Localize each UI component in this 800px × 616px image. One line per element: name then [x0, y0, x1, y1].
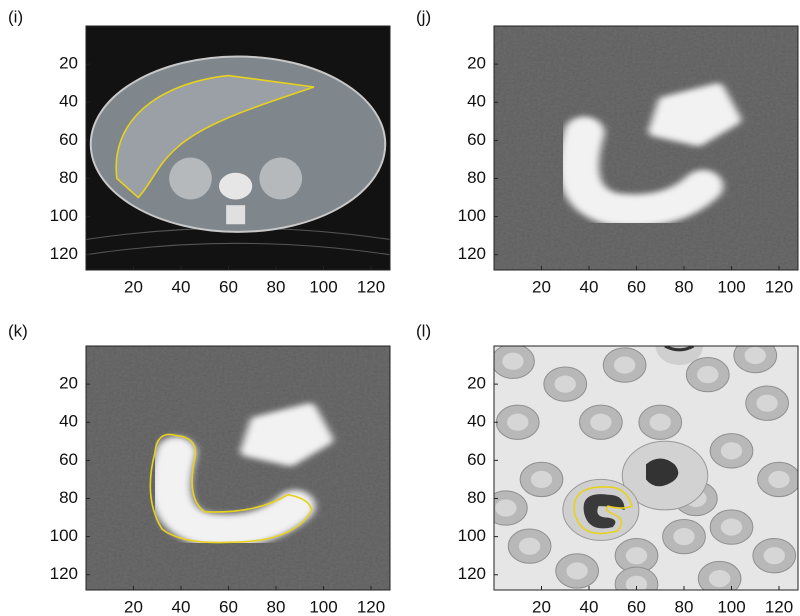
- image: [485, 327, 800, 602]
- image-shape: [673, 528, 694, 545]
- y-tick-label: 20: [59, 54, 78, 73]
- image: [86, 26, 390, 270]
- image-shape: [519, 538, 540, 555]
- image-shape: [721, 442, 742, 459]
- x-tick-label: 80: [675, 597, 694, 616]
- image-shape: [756, 395, 777, 412]
- panel: (l) 20 40 60 80 100 120 20 40 60 80 100 120: [416, 321, 800, 616]
- y-tick-label: 100: [458, 206, 486, 225]
- x-tick-label: 80: [267, 597, 286, 616]
- x-tick-label: 120: [765, 597, 793, 616]
- image-shape: [764, 547, 785, 564]
- x-tick-label: 60: [219, 277, 238, 296]
- x-tick-label: 40: [580, 277, 599, 296]
- y-tick-label: 120: [50, 564, 78, 583]
- y-tick-label: 120: [458, 564, 486, 583]
- y-tick-label: 40: [59, 412, 78, 431]
- y-tick-label: 40: [467, 92, 486, 111]
- image-shape: [566, 562, 587, 579]
- panel-label: (j): [416, 7, 431, 26]
- image-shape: [697, 366, 718, 383]
- panel: (k) 20 40 60 80 100 120 20 40 60 80 100 120: [8, 321, 390, 616]
- y-tick-label: 20: [59, 374, 78, 393]
- x-tick-label: 40: [580, 597, 599, 616]
- y-tick-label: 40: [467, 412, 486, 431]
- image-shape: [219, 173, 252, 200]
- x-tick-label: 100: [309, 277, 337, 296]
- image-shape: [507, 414, 528, 431]
- y-tick-label: 100: [50, 526, 78, 545]
- y-tick-label: 120: [458, 244, 486, 263]
- panel-label: (i): [8, 7, 23, 26]
- x-tick-label: 20: [124, 597, 143, 616]
- image-content: [485, 327, 800, 602]
- image-shape: [768, 471, 789, 488]
- image-shape: [626, 547, 647, 564]
- y-tick-label: 20: [467, 374, 486, 393]
- y-tick-label: 120: [50, 244, 78, 263]
- x-tick-label: 120: [765, 277, 793, 296]
- panel-label: (l): [416, 321, 431, 340]
- image-shape: [226, 205, 245, 224]
- image-content: [86, 26, 390, 270]
- x-tick-label: 40: [172, 277, 191, 296]
- y-tick-label: 80: [59, 488, 78, 507]
- image-shape: [656, 89, 734, 140]
- x-tick-label: 60: [627, 277, 646, 296]
- figure: (i) 20 40 60 80 100 120 20 40 60 80 100 120 (j) 20 40…: [0, 0, 800, 616]
- x-tick-label: 100: [717, 277, 745, 296]
- image-shape: [259, 158, 302, 200]
- x-tick-label: 100: [309, 597, 337, 616]
- image-shape: [494, 26, 798, 270]
- y-tick-label: 80: [467, 168, 486, 187]
- image-shape: [248, 409, 326, 460]
- panel-label: (k): [8, 321, 28, 340]
- image-content: [86, 346, 390, 590]
- panel: (i) 20 40 60 80 100 120 20 40 60 80 100 120: [8, 7, 390, 296]
- y-tick-label: 40: [59, 92, 78, 111]
- image-shape: [555, 376, 576, 393]
- image-shape: [721, 519, 742, 536]
- image: [86, 346, 390, 590]
- x-tick-label: 20: [532, 277, 551, 296]
- image-shape: [495, 499, 516, 516]
- image-shape: [531, 471, 552, 488]
- image-shape: [590, 414, 611, 431]
- image: [494, 26, 798, 270]
- x-tick-label: 20: [124, 277, 143, 296]
- x-tick-label: 20: [532, 597, 551, 616]
- y-tick-label: 100: [50, 206, 78, 225]
- panel: (j) 20 40 60 80 100 120 20 40 60 80 100 120: [416, 7, 798, 296]
- x-tick-label: 80: [267, 277, 286, 296]
- image-shape: [502, 353, 523, 370]
- x-tick-label: 120: [357, 277, 385, 296]
- x-tick-label: 100: [717, 597, 745, 616]
- y-tick-label: 60: [467, 450, 486, 469]
- x-tick-label: 40: [172, 597, 191, 616]
- y-tick-label: 60: [59, 130, 78, 149]
- image-shape: [709, 570, 730, 587]
- y-tick-label: 100: [458, 526, 486, 545]
- x-tick-label: 60: [219, 597, 238, 616]
- x-tick-label: 60: [627, 597, 646, 616]
- image-shape: [169, 158, 212, 200]
- x-tick-label: 120: [357, 597, 385, 616]
- y-tick-label: 60: [59, 450, 78, 469]
- image-shape: [614, 356, 635, 373]
- image-content: [494, 26, 798, 270]
- y-tick-label: 80: [59, 168, 78, 187]
- y-tick-label: 20: [467, 54, 486, 73]
- image-shape: [650, 414, 671, 431]
- image-shape: [745, 347, 766, 364]
- image-shape: [86, 346, 390, 590]
- y-tick-label: 60: [467, 130, 486, 149]
- x-tick-label: 80: [675, 277, 694, 296]
- y-tick-label: 80: [467, 488, 486, 507]
